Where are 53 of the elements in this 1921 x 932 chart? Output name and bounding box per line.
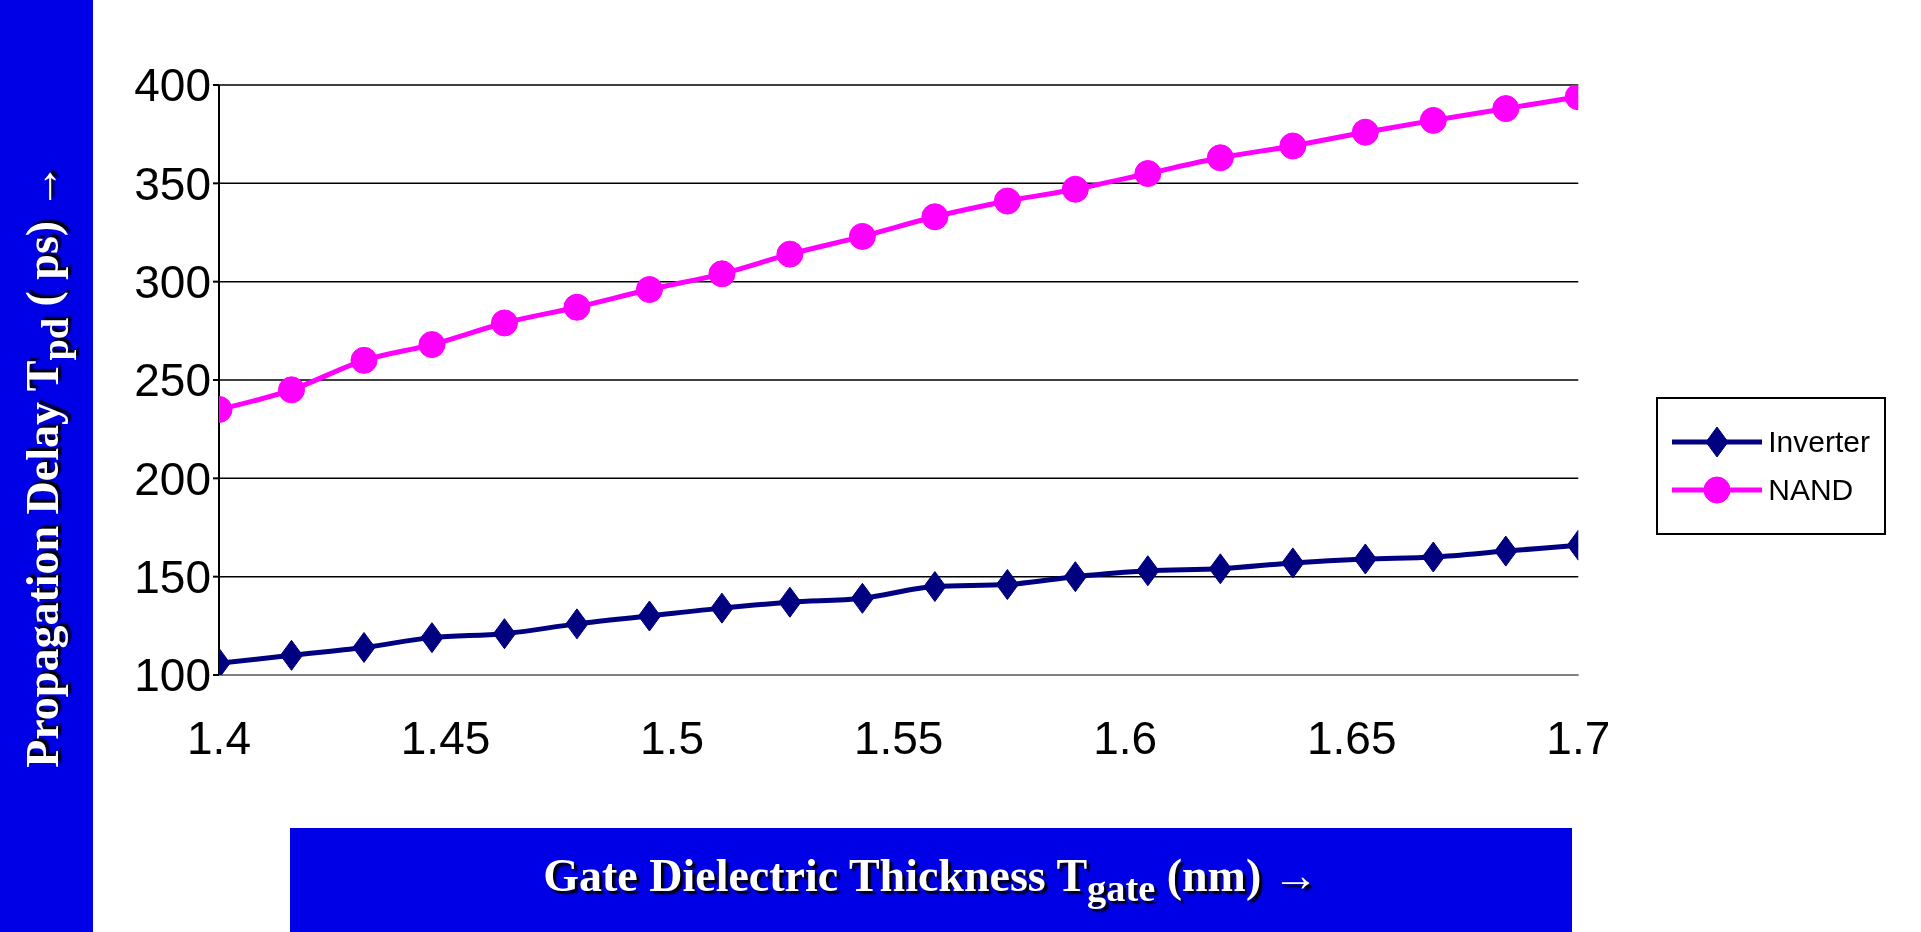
point: [921, 203, 949, 231]
point: [279, 639, 303, 671]
point: [1063, 561, 1087, 593]
y-tick-label: 150: [134, 551, 211, 603]
y-tick-label: 100: [134, 649, 211, 702]
point: [708, 260, 736, 288]
point: [1492, 95, 1520, 123]
point: [492, 618, 516, 650]
point: [418, 331, 446, 359]
point: [1419, 106, 1447, 134]
point: [1206, 144, 1234, 172]
point: [350, 346, 378, 374]
y-tick-label: 300: [134, 256, 211, 308]
point: [710, 592, 734, 624]
y-tick-label: 250: [134, 354, 211, 407]
point: [1281, 547, 1305, 579]
x-axis-title: Gate Dielectric Thickness T$_{gate}$ (nm) →: [543, 849, 1319, 911]
x-tick-label: 1.5: [640, 711, 705, 764]
point: [923, 571, 947, 602]
x-tick-label: 1.55: [853, 711, 944, 764]
x-tick-label: 1.65: [1306, 711, 1397, 764]
point: [490, 309, 518, 337]
x-tick-label: 1.7: [1546, 711, 1611, 764]
point: [995, 569, 1019, 601]
y-tick-label: 350: [134, 157, 211, 210]
point: [993, 187, 1021, 215]
point: [1279, 132, 1307, 160]
legend-label: Inverter: [1768, 425, 1870, 459]
point: [778, 586, 802, 618]
x-tick-label: 1.6: [1093, 711, 1158, 764]
y-tick-label: 400: [134, 59, 211, 112]
x-tick-label: 1.4: [187, 711, 251, 764]
point: [1421, 541, 1445, 573]
point: [848, 222, 876, 250]
point: [352, 631, 376, 663]
point: [1134, 160, 1162, 187]
point: [278, 376, 305, 404]
y-tick-label: 200: [134, 452, 211, 505]
x-tick-label: 1.45: [400, 711, 491, 764]
point: [1494, 535, 1518, 567]
legend-label: NAND: [1768, 473, 1854, 507]
point: [420, 622, 444, 654]
point: [1353, 543, 1377, 575]
point: [1061, 175, 1089, 203]
point: [635, 276, 663, 304]
point: [776, 240, 804, 268]
point: [1208, 553, 1232, 585]
point: [1136, 555, 1160, 587]
point: [563, 293, 591, 321]
point: [565, 608, 589, 640]
point: [1351, 118, 1379, 146]
point: [637, 600, 661, 632]
point: [850, 582, 874, 614]
